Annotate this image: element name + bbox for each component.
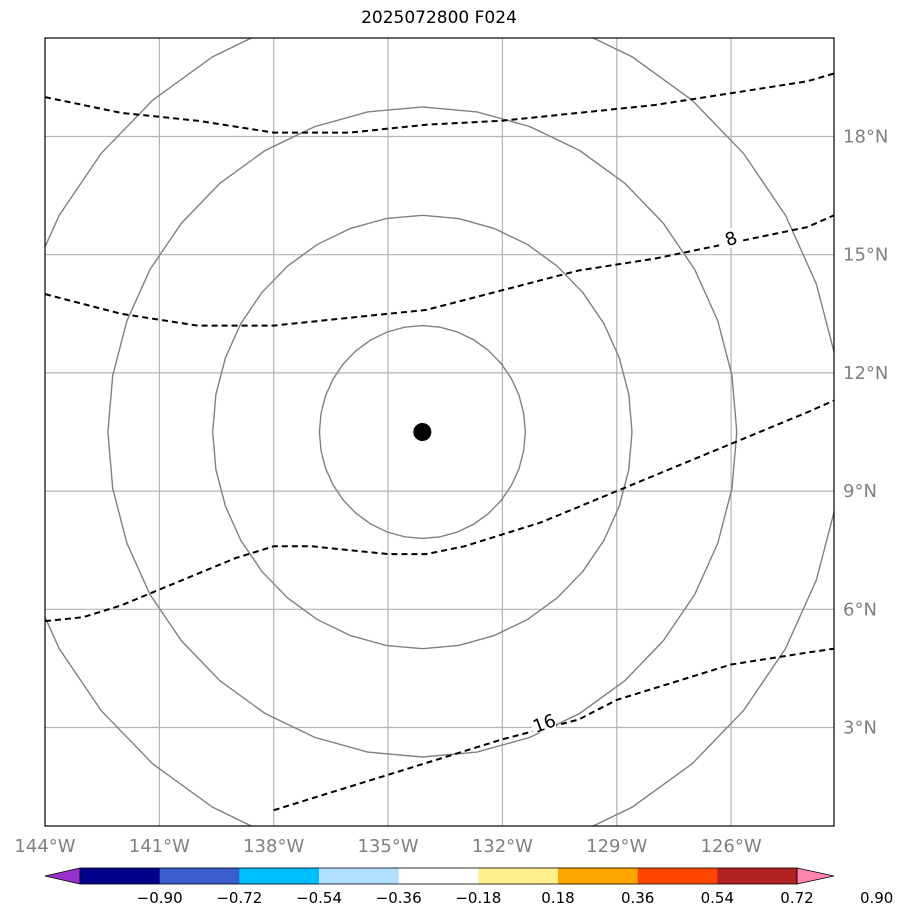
- colorbar-tick-label: −0.18: [455, 889, 501, 907]
- lon-tick-label: 141°W: [129, 836, 190, 857]
- lat-tick-label: 15°N: [843, 245, 888, 266]
- colorbar-tick-label: −0.72: [216, 889, 262, 907]
- colorbar-outline: [79, 867, 798, 885]
- dashed-contours: 816: [45, 72, 834, 812]
- colorbar-segment: [478, 868, 559, 884]
- range-rings: [45, 38, 834, 826]
- colorbar-tick-label: −0.36: [376, 889, 422, 907]
- colorbar-segment: [239, 868, 320, 884]
- colorbar-tick-label: 0.54: [701, 889, 734, 907]
- colorbar-segment: [80, 868, 161, 884]
- center-marker: [413, 423, 432, 441]
- latitude-labels: 3°N 6°N 9°N 12°N 15°N 18°N: [843, 127, 888, 739]
- lat-tick-label: 9°N: [843, 481, 877, 502]
- colorbar-tick-label: 0.18: [541, 889, 574, 907]
- map-title: 2025072800 F024: [361, 8, 517, 28]
- colorbar-tick-label: −0.90: [137, 889, 183, 907]
- colorbar-tick-label: 0.90: [860, 889, 893, 907]
- dashed-contour: [45, 399, 834, 623]
- lon-tick-label: 144°W: [14, 836, 75, 857]
- colorbar-segment: [558, 868, 639, 884]
- lat-tick-label: 6°N: [843, 599, 877, 620]
- lon-tick-label: 129°W: [586, 836, 647, 857]
- range-ring: [211, 214, 633, 650]
- lon-tick-label: 135°W: [357, 836, 418, 857]
- contour-label-bg: [719, 227, 744, 248]
- colorbar-tick-label: −0.54: [296, 889, 342, 907]
- colorbar-segment: [398, 868, 479, 884]
- lat-tick-label: 18°N: [843, 127, 888, 148]
- longitude-labels: 144°W 141°W 138°W 135°W 132°W 129°W 126°W: [14, 836, 761, 857]
- lat-tick-label: 3°N: [843, 718, 877, 739]
- lat-tick-label: 12°N: [843, 363, 888, 384]
- contour-label-bg: [532, 712, 557, 733]
- range-ring: [45, 38, 834, 826]
- dashed-contour: [45, 214, 834, 327]
- colorbar: −0.90 −0.72 −0.54 −0.36 −0.18 0.18 0.36 0.54 0.7…: [44, 867, 893, 907]
- range-ring: [107, 106, 738, 758]
- range-ring: [318, 324, 526, 540]
- colorbar-segment: [319, 868, 400, 884]
- storm-center-dot: [413, 423, 432, 441]
- colorbar-extend-low: [44, 867, 81, 885]
- colorbar-segment: [159, 868, 240, 884]
- colorbar-tick-label: 0.72: [780, 889, 813, 907]
- colorbar-extend-high: [796, 867, 835, 885]
- colorbar-segment: [717, 868, 798, 884]
- lon-tick-label: 126°W: [701, 836, 762, 857]
- colorbar-segment: [637, 868, 718, 884]
- colorbar-tick-label: 0.36: [621, 889, 654, 907]
- map-frame: [44, 37, 835, 827]
- dashed-contour: [45, 72, 834, 134]
- lon-tick-label: 138°W: [243, 836, 304, 857]
- lon-tick-label: 132°W: [472, 836, 533, 857]
- gridlines: [45, 38, 834, 826]
